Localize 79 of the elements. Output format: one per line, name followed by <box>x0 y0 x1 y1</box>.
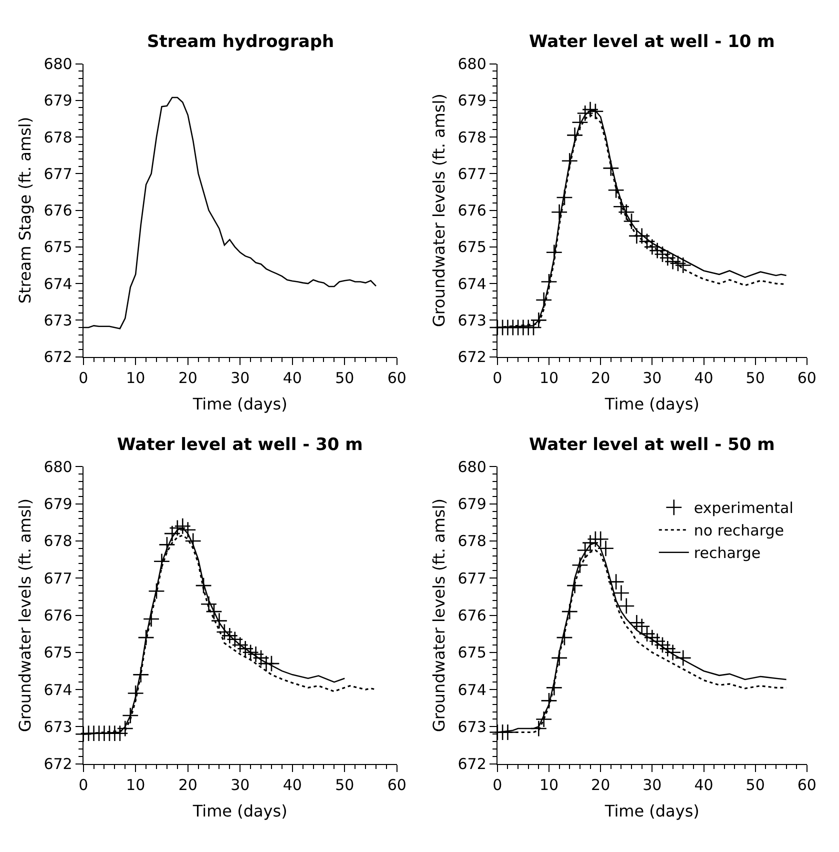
y-tick-label: 672 <box>458 348 486 366</box>
x-tick-label: 0 <box>78 368 88 387</box>
y-tick-label: 677 <box>44 164 72 183</box>
x-axis-title: Time (days) <box>192 394 288 414</box>
y-tick-label: 675 <box>458 644 486 662</box>
legend-label: experimental <box>694 499 794 518</box>
y-tick-label: 680 <box>44 55 72 74</box>
y-tick-label: 675 <box>458 238 486 256</box>
y-axis-title: Stream Stage (ft. amsl) <box>16 116 35 304</box>
x-tick-label: 50 <box>746 368 765 387</box>
x-tick-label: 40 <box>694 368 714 387</box>
y-tick-label: 672 <box>44 755 72 774</box>
x-tick-label: 10 <box>539 776 559 794</box>
y-axis-title: Groundwater levels (ft. amsl) <box>430 94 449 328</box>
y-tick-label: 679 <box>458 495 486 514</box>
x-axis-title: Time (days) <box>604 802 700 821</box>
y-tick-label: 680 <box>44 458 72 476</box>
y-tick-label: 677 <box>44 569 72 588</box>
y-tick-label: 674 <box>44 680 72 699</box>
y-tick-label: 679 <box>44 495 72 514</box>
x-tick-label: 10 <box>126 776 146 794</box>
x-tick-label: 40 <box>694 776 714 794</box>
x-tick-label: 10 <box>539 368 559 387</box>
x-tick-label: 60 <box>387 368 406 387</box>
y-tick-label: 676 <box>458 202 486 220</box>
y-tick-label: 677 <box>458 164 486 183</box>
y-tick-label: 678 <box>458 128 486 146</box>
x-tick-label: 0 <box>78 776 88 794</box>
y-tick-label: 677 <box>458 569 486 588</box>
x-tick-label: 0 <box>492 776 502 794</box>
y-tick-label: 676 <box>44 606 72 625</box>
y-tick-label: 678 <box>44 532 72 550</box>
x-tick-label: 30 <box>230 776 250 794</box>
y-tick-label: 675 <box>44 238 72 256</box>
x-tick-label: 20 <box>591 368 610 387</box>
chart-title: Water level at well - 50 m <box>529 435 775 455</box>
x-tick-label: 20 <box>591 776 610 794</box>
x-tick-label: 50 <box>746 776 765 794</box>
y-tick-label: 673 <box>44 311 72 330</box>
x-tick-label: 30 <box>642 776 662 794</box>
x-tick-label: 50 <box>335 776 354 794</box>
y-tick-label: 678 <box>458 532 486 550</box>
chart-title: Water level at well - 30 m <box>117 435 363 455</box>
y-tick-label: 673 <box>458 718 486 736</box>
y-tick-label: 674 <box>44 274 72 293</box>
y-tick-label: 676 <box>44 202 72 220</box>
y-tick-label: 672 <box>44 348 72 366</box>
y-tick-label: 680 <box>458 458 486 476</box>
y-tick-label: 676 <box>458 606 486 625</box>
x-tick-label: 40 <box>282 776 302 794</box>
legend-label: no recharge <box>694 522 784 540</box>
y-tick-label: 678 <box>44 128 72 146</box>
chart-title: Stream hydrograph <box>147 32 334 52</box>
y-tick-label: 673 <box>44 718 72 736</box>
y-tick-label: 672 <box>458 755 486 774</box>
x-tick-label: 40 <box>282 368 302 387</box>
x-tick-label: 30 <box>230 368 250 387</box>
x-axis-title: Time (days) <box>604 394 700 414</box>
y-tick-label: 680 <box>458 55 486 74</box>
x-tick-label: 30 <box>642 368 662 387</box>
y-tick-label: 679 <box>458 92 486 110</box>
y-axis-title: Groundwater levels (ft. amsl) <box>16 498 35 732</box>
y-tick-label: 674 <box>458 274 486 293</box>
x-tick-label: 60 <box>797 776 816 794</box>
y-tick-label: 673 <box>458 311 486 330</box>
y-tick-label: 675 <box>44 644 72 662</box>
x-axis-title: Time (days) <box>192 802 288 821</box>
y-tick-label: 679 <box>44 92 72 110</box>
x-tick-label: 0 <box>492 368 502 387</box>
y-tick-label: 674 <box>458 680 486 699</box>
x-tick-label: 60 <box>387 776 406 794</box>
y-axis-title: Groundwater levels (ft. amsl) <box>430 498 449 732</box>
legend-label: recharge <box>694 544 761 562</box>
x-tick-label: 20 <box>178 368 198 387</box>
chart-title: Water level at well - 10 m <box>529 32 775 52</box>
x-tick-label: 10 <box>126 368 146 387</box>
x-tick-label: 50 <box>335 368 354 387</box>
x-tick-label: 20 <box>178 776 198 794</box>
x-tick-label: 60 <box>797 368 816 387</box>
